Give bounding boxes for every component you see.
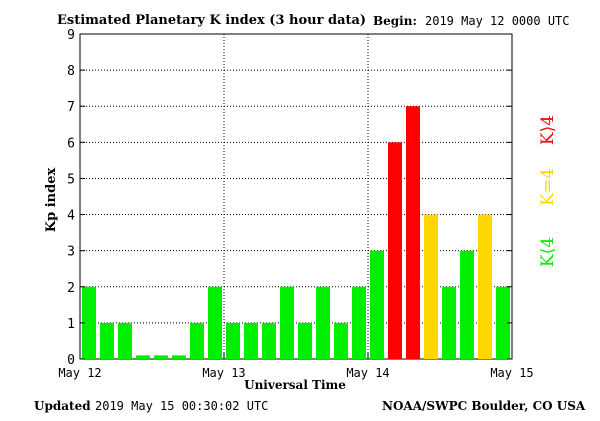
chart-title: Estimated Planetary K index (3 hour data…: [57, 13, 366, 28]
x-ticks: May 12 May 13 May 14 May 15: [58, 353, 534, 380]
x-axis-label: Universal Time: [244, 378, 346, 392]
kp-bar: [100, 322, 114, 359]
kp-bar: [298, 322, 312, 359]
kp-bar: [334, 322, 348, 359]
kp-bar: [82, 286, 96, 359]
legend-above: K⟩4: [538, 115, 558, 145]
kp-bar: [352, 286, 366, 359]
kp-bar: [496, 286, 510, 359]
begin-value: 2019 May 12 0000 UTC: [425, 14, 570, 28]
kp-bar: [406, 106, 420, 359]
bars-group: [82, 106, 510, 359]
kp-bar: [316, 286, 330, 359]
y-ticks: 0 1 2 3 4 5 6 7 8 9: [67, 28, 512, 368]
y-tick-label: 8: [67, 64, 75, 79]
kp-bar: [478, 214, 492, 359]
y-tick-label: 5: [67, 172, 75, 187]
y-tick-label: 6: [67, 136, 75, 151]
kp-bar: [424, 214, 438, 359]
x-tick-label: May 13: [202, 366, 245, 380]
kp-bar: [172, 355, 186, 359]
source-credit: NOAA/SWPC Boulder, CO USA: [382, 399, 586, 413]
x-tick-label: May 15: [490, 366, 533, 380]
begin-label: Begin:: [373, 14, 417, 28]
kp-bar: [226, 322, 240, 359]
kp-bar: [262, 322, 276, 359]
updated-label: Updated: [34, 399, 91, 413]
kp-bar: [118, 322, 132, 359]
y-tick-label: 2: [67, 281, 75, 296]
legend-below: K⟨4: [538, 237, 558, 267]
plot-frame: [79, 33, 513, 360]
kp-bar: [460, 250, 474, 359]
kp-bar: [154, 355, 168, 359]
plot-area: [79, 33, 513, 360]
x-tick-label: May 14: [346, 366, 389, 380]
y-tick-label: 7: [67, 100, 75, 115]
y-tick-label: 1: [67, 317, 75, 332]
kp-bar: [208, 286, 222, 359]
y-tick-label: 0: [67, 353, 75, 368]
kp-bar: [388, 142, 402, 359]
y-axis-label: Kp index: [44, 168, 59, 233]
kp-bar: [244, 322, 258, 359]
x-tick-label: May 12: [58, 366, 101, 380]
y-tick-label: 4: [67, 209, 75, 224]
updated-value: 2019 May 15 00:30:02 UTC: [95, 399, 268, 413]
kp-bar: [136, 355, 150, 359]
kp-bar: [190, 322, 204, 359]
y-tick-label: 9: [67, 28, 75, 43]
kp-bar: [442, 286, 456, 359]
kp-bar: [370, 250, 384, 359]
y-tick-label: 3: [67, 245, 75, 260]
kp-bar: [280, 286, 294, 359]
legend-equal: K=4: [538, 168, 558, 206]
